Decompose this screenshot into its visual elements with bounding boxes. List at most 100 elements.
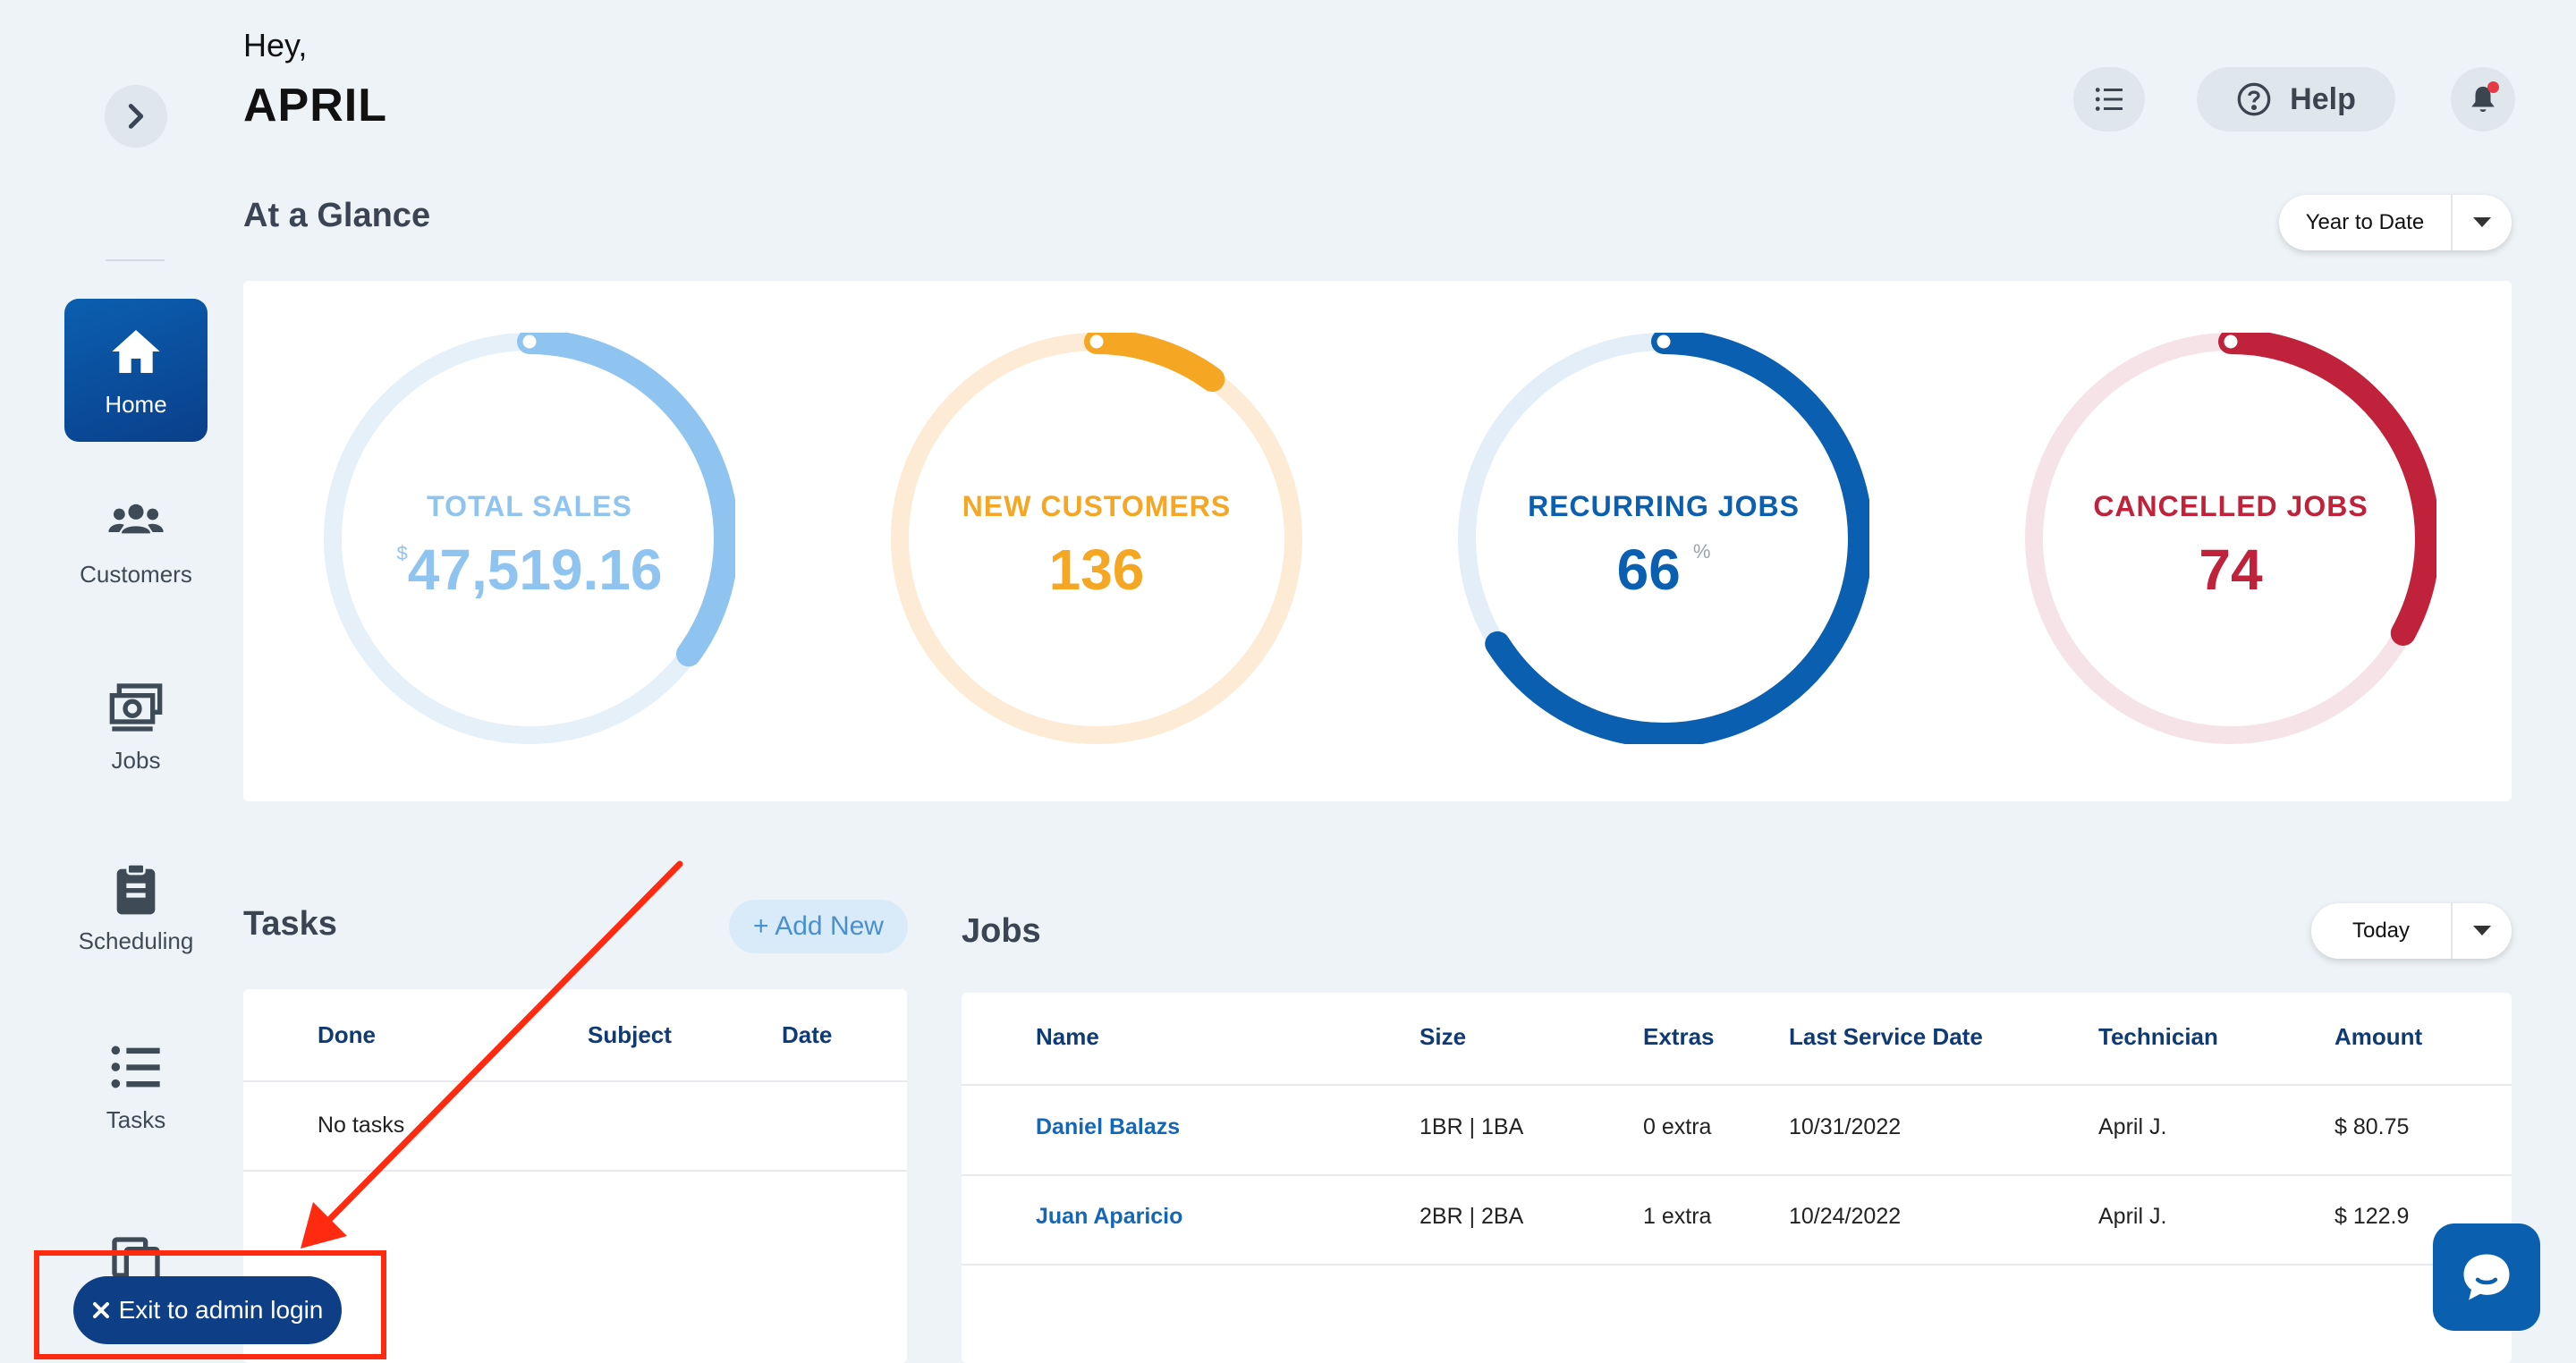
stat-ring xyxy=(2025,333,2436,744)
exit-admin-login-button[interactable]: Exit to admin login xyxy=(73,1276,342,1344)
ring-start-knob xyxy=(1085,333,1108,353)
copy-icon xyxy=(112,1237,160,1288)
job-extras: 1 extra xyxy=(1643,1204,1712,1229)
tasks-title: Tasks xyxy=(243,905,337,943)
ring-progress-arc xyxy=(2218,333,2436,646)
row-divider xyxy=(962,1084,2512,1086)
column-header-date[interactable]: Date xyxy=(782,1021,833,1048)
ring-progress-arc xyxy=(517,333,735,667)
column-header-name[interactable]: Name xyxy=(1036,1023,1099,1050)
tasks-table: Done Subject Date No tasks xyxy=(243,989,907,1363)
sidebar-item-tasks[interactable]: Tasks xyxy=(64,1014,208,1157)
column-header-done[interactable]: Done xyxy=(318,1021,376,1048)
sidebar-item-label: Home xyxy=(105,390,167,418)
greeting: Hey, xyxy=(243,27,308,63)
sidebar-item-copy[interactable] xyxy=(64,1189,208,1333)
column-header-subject[interactable]: Subject xyxy=(588,1021,672,1048)
row-divider xyxy=(243,1080,907,1082)
job-size: 1BR | 1BA xyxy=(1419,1114,1524,1139)
job-customer-link[interactable]: Juan Aparicio xyxy=(1036,1204,1183,1229)
home-icon xyxy=(112,329,160,373)
jobs-range-dropdown[interactable]: Today xyxy=(2311,903,2512,959)
glance-range-dropdown[interactable]: Year to Date xyxy=(2279,195,2512,250)
stat-total-sales: TOTAL SALES $47,519.16 xyxy=(324,333,735,744)
job-extras: 0 extra xyxy=(1643,1114,1712,1139)
close-icon xyxy=(92,1302,109,1318)
job-last-service-date: 10/31/2022 xyxy=(1789,1114,1902,1139)
stat-ring xyxy=(891,333,1302,744)
job-customer-link[interactable]: Daniel Balazs xyxy=(1036,1114,1181,1139)
add-task-button[interactable]: + Add New xyxy=(729,900,908,953)
user-name: APRIL xyxy=(243,80,387,131)
stat-new-customers: NEW CUSTOMERS 136 xyxy=(891,333,1302,744)
money-icon xyxy=(109,682,163,732)
notifications-button[interactable] xyxy=(2451,67,2515,131)
sidebar-item-label: Jobs xyxy=(111,746,161,774)
stat-value: $47,519.16 xyxy=(324,537,735,603)
job-amount: $ 122.9 xyxy=(2334,1204,2410,1229)
stat-label: TOTAL SALES xyxy=(427,490,632,522)
stat-number: 47,519.16 xyxy=(407,538,663,602)
job-technician: April J. xyxy=(2098,1204,2167,1229)
stat-number: 66 xyxy=(1616,538,1681,602)
stat-label: CANCELLED JOBS xyxy=(2093,490,2368,522)
row-divider xyxy=(962,1174,2512,1176)
column-header-amount[interactable]: Amount xyxy=(2334,1023,2423,1050)
column-header-technician[interactable]: Technician xyxy=(2098,1023,2218,1050)
stat-value: 66% xyxy=(1458,537,1869,603)
exit-admin-login-label: Exit to admin login xyxy=(118,1296,324,1324)
question-circle-icon xyxy=(2237,82,2271,116)
glance-range-label: Year to Date xyxy=(2305,210,2425,234)
expand-sidebar-button[interactable] xyxy=(105,85,167,148)
sidebar: Home Customers Jobs Scheduling Tasks xyxy=(0,0,242,1363)
job-size: 2BR | 2BA xyxy=(1419,1204,1524,1229)
stat-number: 74 xyxy=(2199,538,2263,602)
chat-bubble-icon xyxy=(2463,1254,2510,1300)
chat-button[interactable] xyxy=(2433,1223,2540,1331)
stat-label: NEW CUSTOMERS xyxy=(962,490,1232,522)
stat-cancelled-jobs: CANCELLED JOBS 74 xyxy=(2025,333,2436,744)
ring-start-knob xyxy=(1652,333,1675,353)
currency-symbol: $ xyxy=(396,542,408,564)
ring-start-knob xyxy=(518,333,541,353)
list-icon xyxy=(111,1046,160,1088)
caret-down-icon[interactable] xyxy=(2451,903,2512,959)
stat-value: 74 xyxy=(2025,537,2436,603)
ring-progress-arc xyxy=(1485,333,1869,744)
glance-title: At a Glance xyxy=(243,197,431,234)
list-view-button[interactable] xyxy=(2073,67,2145,131)
sidebar-item-customers[interactable]: Customers xyxy=(64,469,208,612)
job-amount: $ 80.75 xyxy=(2334,1114,2410,1139)
job-technician: April J. xyxy=(2098,1114,2167,1139)
empty-tasks-message: No tasks xyxy=(318,1113,405,1138)
annotation-highlight-box xyxy=(34,1250,386,1359)
sidebar-item-label: Tasks xyxy=(106,1105,166,1133)
ring-start-knob xyxy=(2219,333,2242,353)
column-header-last-service-date[interactable]: Last Service Date xyxy=(1789,1023,1983,1050)
job-last-service-date: 10/24/2022 xyxy=(1789,1204,1902,1229)
percent-sign: % xyxy=(1692,540,1711,563)
chevron-right-icon xyxy=(128,104,144,129)
jobs-title: Jobs xyxy=(962,912,1041,950)
help-button[interactable]: Help xyxy=(2197,67,2395,131)
stat-recurring-jobs: RECURRING JOBS 66% xyxy=(1458,333,1869,744)
sidebar-item-label: Scheduling xyxy=(78,927,194,954)
ring-progress-arc xyxy=(1084,333,1225,393)
caret-down-icon[interactable] xyxy=(2451,195,2512,250)
sidebar-divider xyxy=(106,259,165,261)
column-header-size[interactable]: Size xyxy=(1419,1023,1467,1050)
sidebar-item-scheduling[interactable]: Scheduling xyxy=(64,835,208,978)
stat-ring xyxy=(1458,333,1869,744)
stat-label: RECURRING JOBS xyxy=(1528,490,1800,522)
row-divider xyxy=(243,1170,907,1172)
sidebar-item-label: Customers xyxy=(80,560,192,588)
notification-dot xyxy=(2487,81,2499,93)
sidebar-item-jobs[interactable]: Jobs xyxy=(64,655,208,798)
stat-ring xyxy=(324,333,735,744)
sidebar-item-home[interactable]: Home xyxy=(64,299,208,442)
jobs-table: Name Size Extras Last Service Date Techn… xyxy=(962,993,2512,1363)
clipboard-icon xyxy=(116,862,156,914)
jobs-range-label: Today xyxy=(2351,919,2411,943)
column-header-extras[interactable]: Extras xyxy=(1643,1023,1715,1050)
